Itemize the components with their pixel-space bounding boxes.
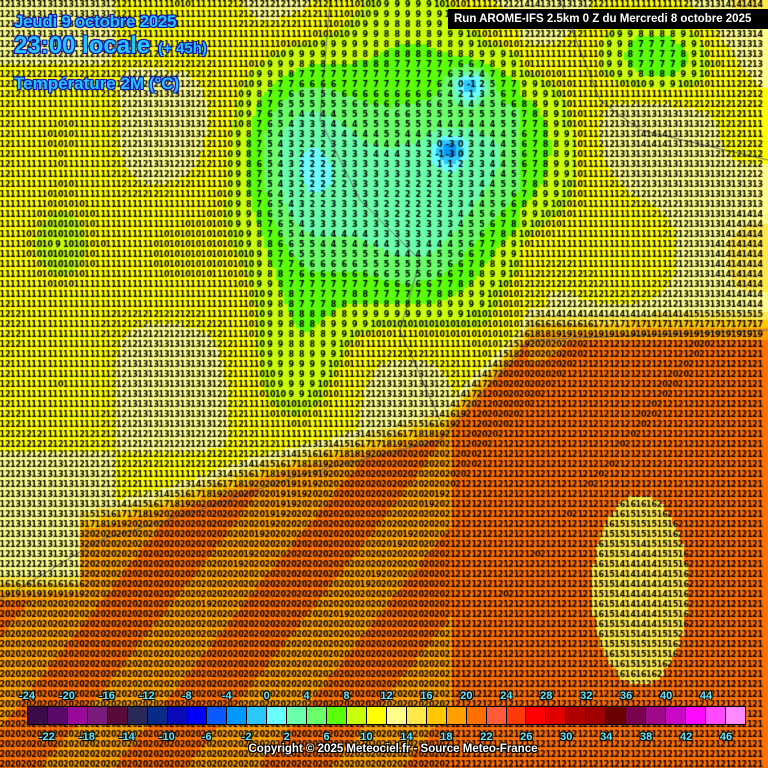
colorbar-swatch	[327, 707, 347, 724]
colorbar-swatch	[147, 707, 168, 724]
colorbar-tick-label: 14	[400, 731, 413, 743]
colorbar-swatch	[606, 707, 627, 724]
colorbar-swatch	[47, 707, 68, 724]
colorbar-tick-label: 44	[699, 690, 713, 702]
colorbar-swatch	[247, 707, 268, 724]
forecast-date: Jeudi 9 octobre 2025	[14, 12, 177, 31]
colorbar-tick-label: -22	[39, 731, 55, 743]
colorbar-swatch	[127, 707, 148, 724]
colorbar-tick-label: 42	[679, 731, 693, 743]
colorbar-swatch	[546, 707, 567, 724]
colorbar-swatch	[28, 707, 48, 724]
colorbar-tick-label: -14	[118, 731, 135, 743]
colorbar-swatch	[646, 707, 666, 724]
colorbar-swatch	[406, 707, 427, 724]
colorbar-swatch	[666, 707, 686, 724]
colorbar-tick-label: 0	[263, 690, 270, 702]
colorbar-tick-label: 28	[540, 690, 553, 702]
colorbar	[27, 706, 746, 725]
colorbar-tick-label: -10	[158, 731, 175, 743]
colorbar-swatch	[446, 707, 467, 724]
colorbar-tick-label: 34	[600, 731, 613, 743]
colorbar-swatch	[705, 707, 726, 724]
colorbar-tick-label: 12	[380, 690, 393, 702]
colorbar-tick-label: -2	[241, 731, 252, 743]
forecast-time-label: 23:00 locale	[14, 32, 151, 59]
colorbar-tick-label: -4	[221, 690, 232, 702]
colorbar-swatch	[426, 707, 447, 724]
colorbar-swatch	[267, 707, 288, 724]
colorbar-tick-label: 22	[480, 731, 493, 743]
forecast-time: 23:00 locale (+ 45h)	[14, 32, 207, 60]
colorbar-tick-label: 38	[640, 731, 653, 743]
colorbar-tick-label: -8	[181, 690, 192, 702]
colorbar-swatch	[506, 707, 527, 724]
colorbar-swatch	[725, 707, 745, 724]
colorbar-tick-label: 4	[303, 690, 310, 702]
colorbar-swatch	[366, 707, 387, 724]
colorbar-swatch	[626, 707, 647, 724]
colorbar-swatch	[167, 707, 188, 724]
colorbar-tick-label: -18	[78, 731, 95, 743]
colorbar-swatch	[107, 707, 128, 724]
colorbar-tick-label: 46	[719, 731, 733, 743]
forecast-lead-time: (+ 45h)	[158, 40, 207, 57]
colorbar-tick-label: -24	[19, 690, 35, 702]
colorbar-swatch	[227, 707, 248, 724]
colorbar-tick-label: 32	[580, 690, 593, 702]
colorbar-swatch	[566, 707, 587, 724]
colorbar-swatch	[67, 707, 88, 724]
colorbar-swatch	[207, 707, 228, 724]
colorbar-swatch	[486, 707, 507, 724]
colorbar-tick-label: 36	[620, 690, 633, 702]
colorbar-tick-label: 8	[343, 690, 350, 702]
colorbar-swatch	[586, 707, 607, 724]
colorbar-tick-label: 40	[659, 690, 673, 702]
run-banner: Run AROME-IFS 2.5km 0 Z du Mercredi 8 oc…	[448, 9, 768, 29]
colorbar-tick-label: 30	[560, 731, 573, 743]
colorbar-tick-label: 26	[520, 731, 533, 743]
colorbar-tick-label: -12	[138, 690, 155, 702]
colorbar-swatch	[87, 707, 108, 724]
colorbar-tick-label: -20	[58, 690, 75, 702]
colorbar-tick-label: 6	[323, 731, 330, 743]
colorbar-tick-label: 10	[360, 731, 373, 743]
colorbar-swatch	[307, 707, 328, 724]
colorbar-tick-label: 2	[283, 731, 290, 743]
colorbar-swatch	[685, 707, 706, 724]
colorbar-swatch	[526, 707, 547, 724]
colorbar-swatch	[386, 707, 407, 724]
colorbar-tick-label: 24	[500, 690, 513, 702]
colorbar-tick-label: -6	[201, 731, 212, 743]
colorbar-tick-label: 18	[440, 731, 453, 743]
colorbar-swatch	[287, 707, 308, 724]
copyright: Copyright © 2025 Meteociel.fr - Source M…	[248, 743, 538, 755]
colorbar-tick-label: -16	[98, 690, 115, 702]
colorbar-swatch	[187, 707, 208, 724]
colorbar-swatch	[347, 707, 367, 724]
colorbar-swatch	[466, 707, 487, 724]
colorbar-tick-label: 16	[420, 690, 433, 702]
colorbar-tick-label: 20	[460, 690, 473, 702]
parameter-title: Température 2M (°C)	[14, 74, 180, 93]
